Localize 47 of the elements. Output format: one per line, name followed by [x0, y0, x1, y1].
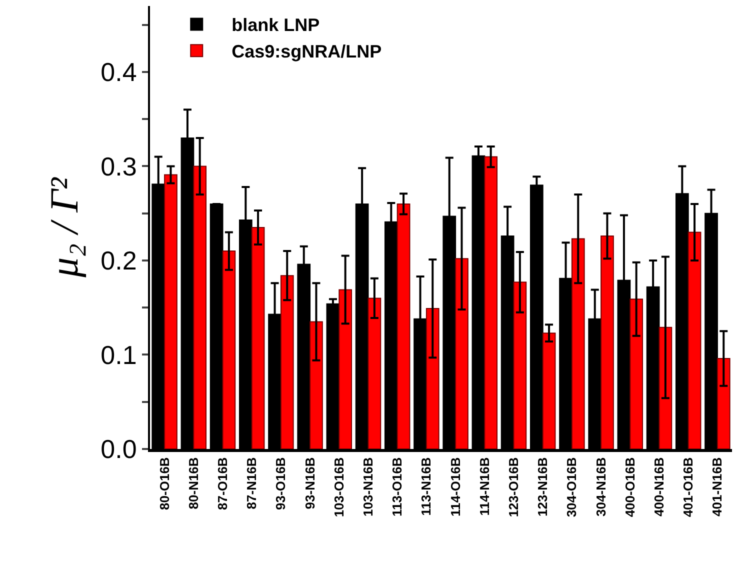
bar — [193, 166, 207, 449]
x-tick-label: 401-N16B — [710, 457, 725, 516]
x-tick-label: 80-O16B — [156, 457, 172, 510]
x-tick-label: 123-N16B — [535, 457, 550, 516]
bar — [396, 203, 410, 449]
y-tick-label: 0.2 — [100, 246, 137, 276]
bar — [513, 282, 527, 449]
bar — [455, 258, 468, 449]
legend-label: Cas9:sgNRA/LNP — [232, 42, 382, 62]
x-tick-label: 113-N16B — [418, 457, 434, 516]
x-tick-label: 123-O16B — [506, 457, 521, 518]
x-tick-label: 93-O16B — [273, 457, 288, 510]
x-tick-label: 114-N16B — [476, 457, 492, 516]
bar — [542, 332, 556, 449]
y-tick-label: 0.1 — [100, 340, 137, 370]
bar — [716, 358, 730, 449]
bar — [164, 174, 178, 449]
x-tick-label: 103-O16B — [331, 457, 346, 518]
x-tick-label: 113-O16B — [390, 457, 405, 516]
bar — [688, 232, 702, 449]
x-tick-label: 304-O16B — [564, 457, 580, 518]
bar — [368, 298, 382, 449]
x-tick-label: 401-O16B — [680, 457, 696, 518]
bar — [280, 275, 294, 449]
x-tick-label: 87-O16B — [214, 457, 230, 510]
bar — [600, 235, 614, 449]
x-tick-label: 400-N16B — [651, 457, 666, 516]
x-tick-label: 400-O16B — [622, 457, 638, 518]
bar — [222, 250, 236, 449]
bar — [338, 289, 352, 449]
bar — [251, 227, 265, 449]
y-tick-label: 0.0 — [100, 434, 137, 464]
y-tick-label: 0.4 — [100, 57, 137, 88]
x-tick-label: 80-N16B — [186, 457, 201, 510]
x-tick-label: 103-N16B — [360, 457, 376, 516]
bar — [630, 298, 644, 449]
bar — [484, 156, 498, 449]
bar — [426, 308, 440, 449]
y-tick-label: 0.3 — [100, 151, 137, 182]
y-axis-title: μ₂ / Γ² — [42, 176, 87, 278]
legend-label: blank LNP — [232, 15, 320, 36]
bar — [571, 238, 585, 449]
bar — [310, 321, 323, 449]
x-tick-label: 114-O16B — [448, 457, 463, 516]
x-tick-label: 304-N16B — [593, 457, 608, 516]
x-tick-label: 87-N16B — [244, 457, 260, 510]
x-tick-label: 93-N16B — [302, 457, 318, 510]
